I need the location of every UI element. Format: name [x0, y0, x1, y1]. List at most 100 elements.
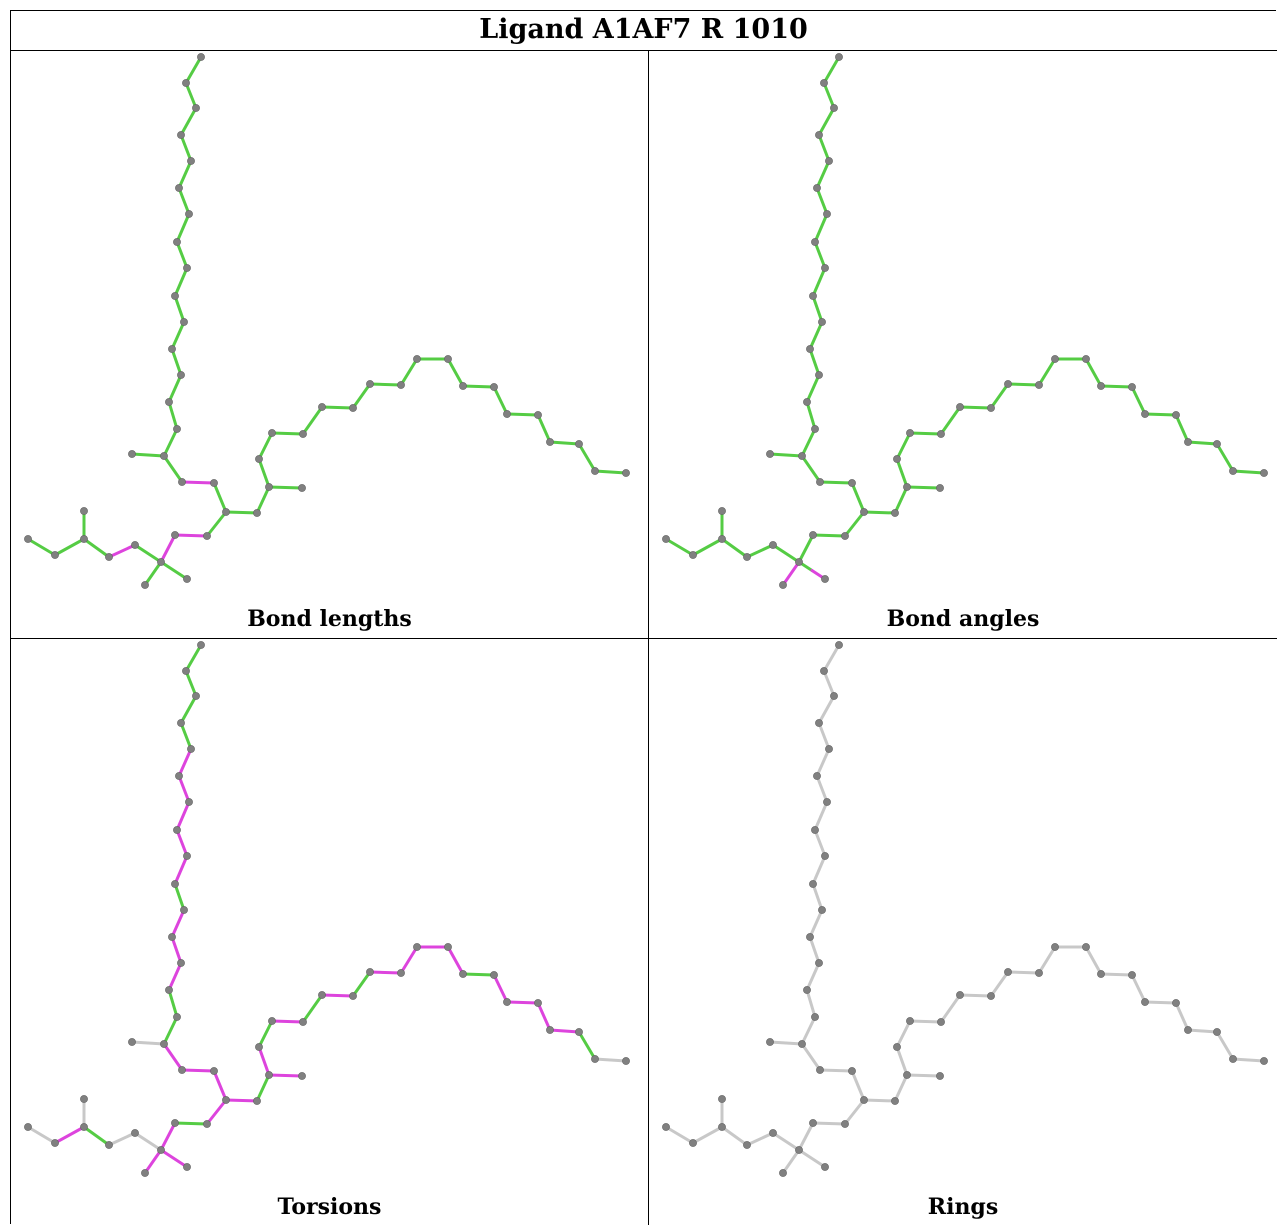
- bond: [167, 961, 183, 992]
- bond: [224, 510, 259, 515]
- bond: [905, 485, 942, 490]
- atom: [131, 1129, 139, 1137]
- atom: [820, 667, 828, 675]
- atom: [265, 483, 273, 491]
- bond: [173, 266, 189, 298]
- atom: [349, 404, 357, 412]
- atom: [255, 1043, 263, 1051]
- atom: [1035, 969, 1043, 977]
- atom: [503, 410, 511, 418]
- atom: [1051, 943, 1059, 951]
- molecule-rings: [662, 641, 1268, 1177]
- bond: [107, 543, 137, 559]
- bond: [107, 1131, 137, 1147]
- atom: [1128, 383, 1136, 391]
- panel-rings: Rings: [649, 639, 1277, 1225]
- bond: [167, 988, 179, 1019]
- atom: [80, 1095, 88, 1103]
- atom: [80, 535, 88, 543]
- bond: [170, 935, 183, 965]
- atom: [1229, 1055, 1237, 1063]
- atom: [171, 1119, 179, 1127]
- title-divider: [10, 50, 1277, 51]
- atom: [203, 1120, 211, 1128]
- atom: [779, 1169, 787, 1177]
- bond: [1037, 357, 1057, 387]
- atom: [192, 104, 200, 112]
- atom: [795, 558, 803, 566]
- atom: [157, 558, 165, 566]
- atom: [128, 450, 136, 458]
- bond: [133, 543, 163, 564]
- atom: [622, 1057, 630, 1065]
- atom: [253, 1097, 261, 1105]
- bond: [179, 721, 193, 751]
- atom: [173, 826, 181, 834]
- atom: [444, 943, 452, 951]
- atom: [183, 575, 191, 583]
- bond: [162, 454, 184, 484]
- atom: [160, 452, 168, 460]
- atom: [906, 1017, 914, 1025]
- bond: [1006, 382, 1041, 387]
- bond: [301, 993, 324, 1024]
- atom: [718, 1123, 726, 1131]
- bond: [813, 828, 827, 858]
- bond: [895, 457, 909, 489]
- atom: [105, 553, 113, 561]
- atom: [80, 507, 88, 515]
- atom: [818, 318, 826, 326]
- atom: [809, 292, 817, 300]
- atom: [397, 381, 405, 389]
- panel-torsions: Torsions: [11, 639, 648, 1225]
- bond: [1186, 440, 1219, 446]
- atom: [187, 157, 195, 165]
- atom: [268, 1017, 276, 1025]
- bond: [771, 543, 801, 564]
- bond: [664, 537, 695, 557]
- atom: [1141, 998, 1149, 1006]
- bond: [270, 1019, 305, 1024]
- bond: [130, 1040, 166, 1046]
- bond: [167, 373, 183, 404]
- bond: [797, 533, 815, 564]
- bond: [82, 537, 111, 559]
- bond: [817, 721, 831, 751]
- bond: [1084, 945, 1103, 976]
- bond: [720, 1125, 749, 1147]
- atom: [718, 535, 726, 543]
- bond: [895, 431, 912, 461]
- atom: [173, 238, 181, 246]
- bond: [179, 106, 198, 137]
- bond: [862, 510, 897, 515]
- bond: [162, 427, 179, 458]
- atom: [622, 469, 630, 477]
- atom: [743, 553, 751, 561]
- atom: [806, 345, 814, 353]
- atom: [546, 1026, 554, 1034]
- bond: [811, 1121, 847, 1126]
- atom: [825, 745, 833, 753]
- bond: [815, 774, 829, 804]
- bond: [1006, 970, 1041, 975]
- bond: [179, 133, 193, 163]
- atom: [1229, 467, 1237, 475]
- atom: [841, 1120, 849, 1128]
- atom: [806, 933, 814, 941]
- bond: [257, 1045, 271, 1077]
- atom: [591, 1055, 599, 1063]
- atom: [185, 798, 193, 806]
- bond: [143, 560, 163, 587]
- atom: [821, 1163, 829, 1171]
- atom: [80, 1123, 88, 1131]
- atom: [1141, 410, 1149, 418]
- atom: [830, 104, 838, 112]
- molecule-torsions: [24, 641, 630, 1177]
- atom: [1172, 411, 1180, 419]
- atom: [413, 943, 421, 951]
- atom: [821, 264, 829, 272]
- atom: [131, 541, 139, 549]
- bond: [815, 747, 831, 778]
- atom: [534, 999, 542, 1007]
- bond: [175, 828, 189, 858]
